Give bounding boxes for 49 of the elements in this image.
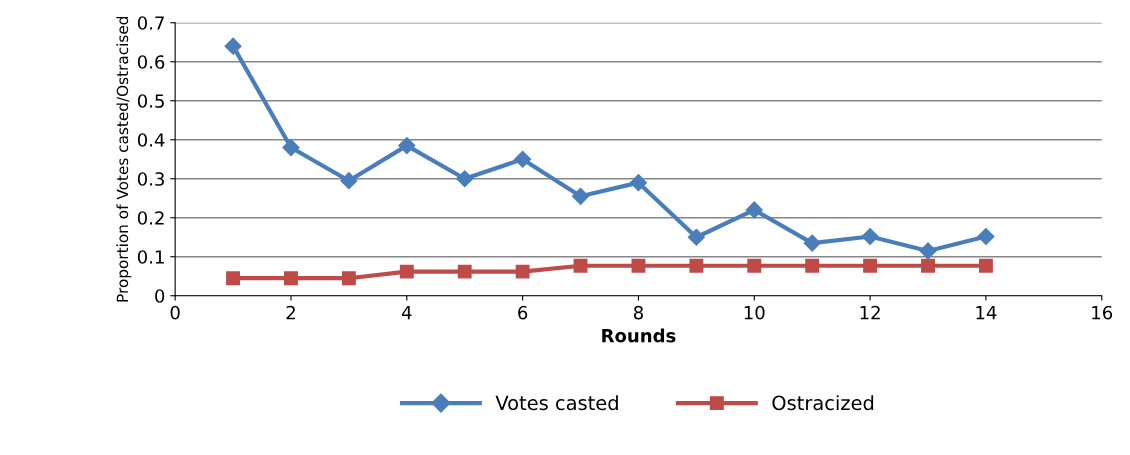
- x-tick-label: 2: [286, 305, 295, 320]
- y-tick-label: 0.2: [137, 211, 164, 225]
- point: [571, 187, 590, 205]
- point: [921, 258, 935, 273]
- point: [284, 271, 298, 286]
- x-tick-label: 4: [401, 306, 412, 320]
- point: [978, 258, 993, 273]
- x-tick-label: 8: [633, 305, 643, 320]
- y-tick-label: 0: [155, 289, 165, 303]
- point: [745, 201, 763, 219]
- point: [863, 258, 878, 273]
- x-tick-label: 0: [170, 305, 180, 320]
- point: [457, 264, 472, 279]
- point: [805, 258, 820, 273]
- point: [687, 228, 705, 246]
- point: [514, 150, 532, 168]
- point: [919, 242, 937, 260]
- point: [977, 227, 995, 246]
- y-tick-label: 0.3: [137, 172, 164, 186]
- x-tick-label: 6: [518, 305, 528, 320]
- point: [747, 258, 762, 273]
- legend-label: Votes casted: [495, 395, 618, 411]
- point: [803, 234, 821, 252]
- point: [341, 271, 356, 286]
- point: [226, 271, 241, 286]
- point: [631, 258, 646, 273]
- point: [629, 174, 648, 192]
- x-tick-label: 16: [1092, 305, 1113, 320]
- y-tick-label: 0.1: [137, 250, 164, 264]
- point: [861, 227, 879, 246]
- point: [340, 172, 358, 190]
- point: [282, 138, 300, 157]
- y-axis-title: Proportion of Votes casted/Ostracised: [116, 16, 132, 302]
- x-tick-label: 14: [976, 306, 997, 320]
- point: [456, 170, 474, 188]
- point: [689, 258, 704, 273]
- x-axis-title: Rounds: [602, 328, 676, 343]
- y-tick-label: 0.6: [137, 55, 165, 69]
- point: [224, 37, 242, 55]
- point: [399, 264, 414, 279]
- point: [515, 264, 530, 279]
- y-tick-label: 0.5: [137, 94, 164, 108]
- legend-label: Ostracized: [772, 395, 874, 411]
- x-tick-label: 10: [744, 305, 765, 320]
- point: [573, 258, 588, 273]
- y-tick-label: 0.4: [137, 133, 165, 147]
- y-tick-label: 0.7: [137, 16, 164, 30]
- point: [398, 137, 416, 155]
- x-tick-label: 12: [860, 305, 880, 320]
